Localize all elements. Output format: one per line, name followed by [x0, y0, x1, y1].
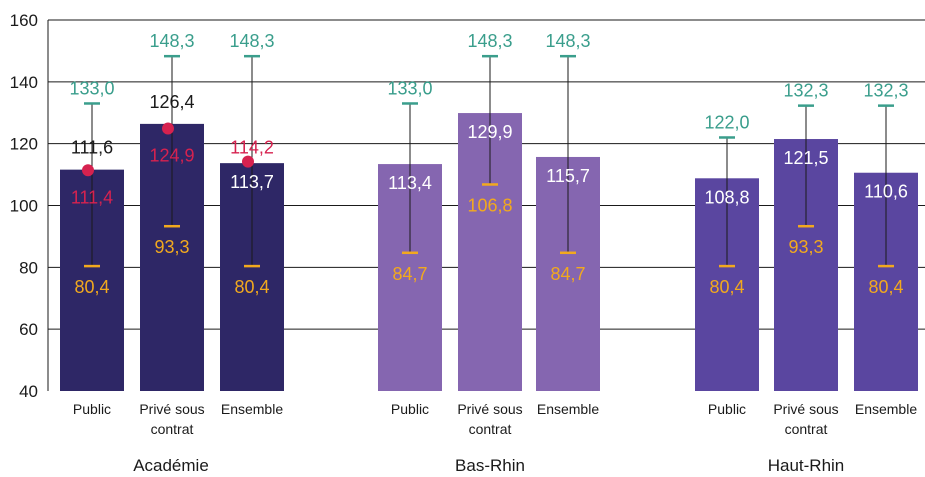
value-label: 108,8: [704, 187, 749, 207]
category-label: Ensemble: [855, 401, 917, 417]
category-label: Public: [73, 401, 111, 417]
value-label: 113,4: [388, 173, 432, 193]
value-label: 129,9: [467, 122, 512, 142]
max-label: 148,3: [467, 31, 512, 51]
max-label: 148,3: [545, 31, 590, 51]
category-label: contrat: [469, 421, 512, 437]
group-label: Haut-Rhin: [768, 456, 845, 475]
category-label: Public: [391, 401, 429, 417]
category-label: Ensemble: [221, 401, 283, 417]
value-label: 110,6: [864, 182, 908, 202]
previous-value-dot: [162, 122, 174, 135]
min-label: 80,4: [709, 277, 744, 297]
category-label: Privé sous: [773, 401, 838, 417]
category-label: contrat: [785, 421, 828, 437]
group-label: Bas-Rhin: [455, 456, 525, 475]
category-label: Privé sous: [457, 401, 522, 417]
category-label: contrat: [151, 421, 194, 437]
category-label: Public: [708, 401, 746, 417]
max-label: 132,3: [783, 81, 828, 101]
category-label: Ensemble: [537, 401, 599, 417]
min-label: 106,8: [467, 195, 512, 215]
max-label: 148,3: [229, 31, 274, 51]
previous-value-label: 114,2: [230, 138, 274, 158]
y-tick-label: 140: [10, 73, 38, 92]
min-label: 84,7: [392, 264, 427, 284]
y-tick-label: 60: [19, 320, 38, 339]
min-label: 84,7: [550, 264, 585, 284]
min-label: 80,4: [234, 277, 269, 297]
value-label: 113,7: [230, 172, 274, 192]
category-label: Privé sous: [139, 401, 204, 417]
max-label: 133,0: [69, 78, 114, 98]
previous-value-label: 124,9: [149, 146, 194, 166]
value-label: 126,4: [149, 92, 194, 112]
bars: [60, 54, 918, 391]
y-tick-label: 40: [19, 382, 38, 401]
min-label: 80,4: [868, 277, 903, 297]
group-label: Académie: [133, 456, 209, 475]
previous-value-dot: [242, 155, 254, 168]
min-label: 80,4: [74, 277, 109, 297]
y-tick-label: 160: [10, 11, 38, 30]
previous-value-dot: [82, 164, 94, 177]
max-label: 133,0: [387, 78, 432, 98]
max-label: 122,0: [704, 112, 749, 132]
min-label: 93,3: [788, 237, 823, 257]
y-tick-label: 120: [10, 135, 38, 154]
previous-value-label: 111,4: [71, 187, 113, 207]
value-label: 121,5: [783, 148, 828, 168]
y-tick-label: 80: [19, 258, 38, 277]
labels: 133,0 80,4 111,6 111,4 Public 148,3 93,3 126,4 1…: [69, 31, 917, 475]
y-tick-label: 100: [10, 197, 38, 216]
y-axis: 40 60 80 100 120 140 160: [10, 11, 49, 401]
value-label: 115,7: [546, 166, 590, 186]
max-label: 132,3: [863, 81, 908, 101]
value-label: 111,6: [71, 138, 113, 158]
max-label: 148,3: [149, 31, 194, 51]
min-label: 93,3: [154, 237, 189, 257]
